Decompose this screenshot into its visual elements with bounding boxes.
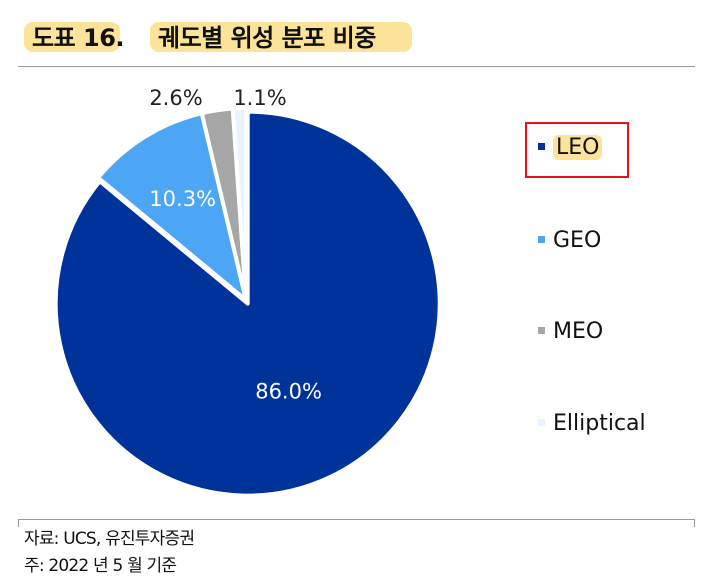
bottom-rule-left-tick [18, 519, 19, 527]
title-highlight [150, 22, 412, 52]
legend-label-geo: GEO [553, 228, 602, 253]
figure-number: 도표 16. [32, 24, 125, 52]
figure-header: 도표 16. 궤도별 위성 분포 비중 [0, 0, 701, 60]
legend-label-leo: LEO [553, 135, 603, 160]
legend-swatch-meo [538, 326, 545, 334]
pie-slice-elliptical [230, 106, 248, 302]
pie-slice-leo [53, 109, 442, 498]
data-label-leo: 86.0% [255, 379, 322, 403]
legend-item-geo: GEO [538, 228, 601, 254]
data-label-meo: 2.6% [149, 86, 202, 110]
legend-swatch-elliptical [538, 418, 545, 426]
bottom-rule [18, 519, 695, 520]
legend-label-elliptical: Elliptical [553, 411, 646, 436]
bottom-rule-right-tick [694, 519, 695, 527]
legend-item-elliptical: Elliptical [538, 411, 646, 437]
legend-swatch-leo [538, 142, 545, 150]
legend-swatch-geo [538, 235, 545, 243]
leo-highlight-box [525, 122, 629, 178]
top-rule [18, 66, 695, 67]
legend-label-meo: MEO [553, 319, 604, 344]
legend-item-leo: LEO [538, 135, 603, 161]
date-note: 주: 2022 년 5 월 기준 [24, 556, 177, 576]
pie-chart: 86.0% 10.3% 2.6% 1.1% [53, 86, 442, 498]
figure-number-highlight [24, 22, 120, 52]
chart-title: 궤도별 위성 분포 비중 [158, 24, 376, 52]
data-label-geo: 10.3% [149, 187, 216, 211]
source-note: 자료: UCS, 유진투자증권 [24, 529, 195, 549]
pie-slice-geo [96, 111, 248, 302]
data-label-elliptical: 1.1% [233, 86, 286, 110]
legend-item-meo: MEO [538, 319, 603, 345]
